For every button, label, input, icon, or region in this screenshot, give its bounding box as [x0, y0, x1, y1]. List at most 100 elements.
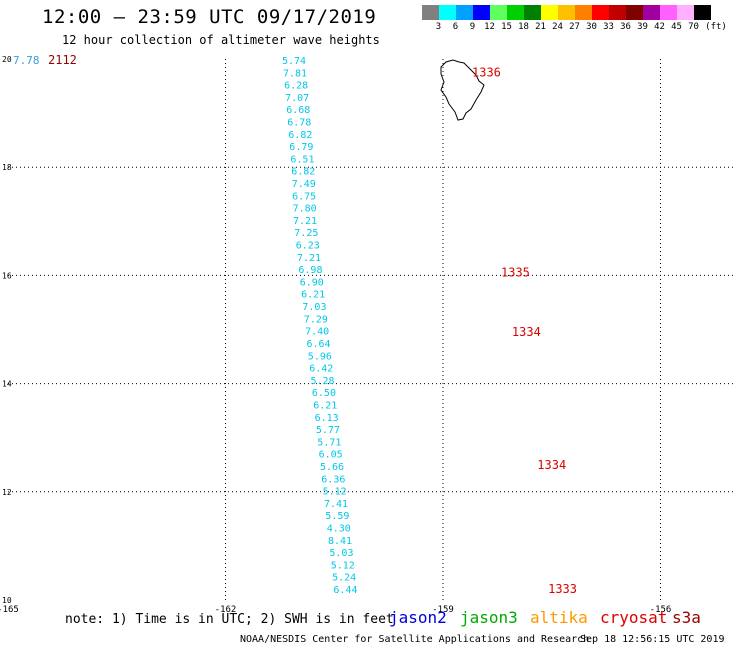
colorbar-swatch [439, 5, 456, 20]
lat-tick-label: 12 [2, 488, 12, 497]
generated-timestamp: Sep 18 12:56:15 UTC 2019 [580, 634, 725, 645]
colorbar-label: 36 [620, 22, 631, 32]
colorbar-swatch [473, 5, 490, 20]
colorbar-swatch [677, 5, 694, 20]
wave-height-value: 5.74 [282, 56, 306, 67]
hawaii-island-outline [440, 59, 485, 121]
colorbar-swatch [490, 5, 507, 20]
colorbar-label: 33 [603, 22, 614, 32]
wave-height-value: 6.05 [319, 450, 343, 461]
altimeter-track: 5.747.816.287.076.686.786.826.796.516.82… [282, 56, 357, 596]
lat-tick-label: 20 [2, 55, 12, 64]
wave-height-value: 6.44 [333, 585, 357, 596]
credit-line: NOAA/NESDIS Center for Satellite Applica… [240, 634, 590, 645]
wave-height-value: 6.64 [307, 339, 331, 350]
wave-height-value: 5.12 [331, 560, 355, 571]
colorbar-swatch [660, 5, 677, 20]
colorbar-swatch [541, 5, 558, 20]
wave-height-value: 6.98 [298, 265, 322, 276]
colorbar-label: 18 [518, 22, 529, 32]
wave-height-value: 6.42 [309, 364, 333, 375]
pass-time-labels: 1336 1335 1334 1334 1333 [472, 66, 577, 597]
colorbar-label: 27 [569, 22, 580, 32]
wave-height-value: 6.90 [300, 277, 324, 288]
wave-height-value: 5.12 [323, 487, 347, 498]
wave-height-value: 5.24 [332, 573, 356, 584]
lat-tick-label: 16 [2, 271, 12, 280]
wave-height-value: 8.41 [328, 536, 352, 547]
legend-entry-cryosat: cryosat [600, 608, 668, 627]
wave-height-value: 7.81 [283, 68, 307, 79]
colorbar-swatch [422, 5, 439, 20]
wave-height-value: 7.49 [292, 179, 316, 190]
wave-height-value: 5.71 [317, 437, 341, 448]
wave-height-value: 7.80 [293, 204, 317, 215]
page-title: 12:00 – 23:59 UTC 09/17/2019 [42, 6, 377, 28]
colorbar-swatch [558, 5, 575, 20]
wave-height-value: 6.23 [296, 241, 320, 252]
colorbar-swatch [592, 5, 609, 20]
legend-entry-jason2: jason2 [389, 608, 447, 627]
colorbar-swatch [626, 5, 643, 20]
colorbar-unit: (ft) [705, 22, 727, 32]
colorbar-label: 21 [535, 22, 546, 32]
wave-height-value: 6.82 [291, 167, 315, 178]
wave-height-value: 7.03 [302, 302, 326, 313]
legend-entry-s3a: s3a [672, 608, 701, 627]
colorbar-label: 15 [501, 22, 512, 32]
lat-tick-label: 14 [2, 380, 12, 389]
footnote: note: 1) Time is in UTC; 2) SWH is in fe… [65, 612, 394, 627]
corner-time-label: 2112 [48, 53, 77, 67]
wave-height-value: 7.21 [297, 253, 321, 264]
wave-height-value: 7.41 [324, 499, 348, 510]
axis-labels: -165-162-159-156-153-1501012141618207.78… [0, 53, 672, 615]
wave-height-value: 6.68 [286, 105, 310, 116]
colorbar-swatch [507, 5, 524, 20]
wave-height-value: 6.13 [315, 413, 339, 424]
wave-height-value: 5.66 [320, 462, 344, 473]
colorbar-label: 70 [688, 22, 699, 32]
lon-tick-label: -156 [650, 605, 672, 615]
lon-tick-label: -159 [432, 605, 454, 615]
map-grid [8, 59, 733, 600]
wave-height-value: 6.78 [287, 118, 311, 129]
colorbar-label: 39 [637, 22, 648, 32]
pass-time-label: 1333 [548, 582, 577, 596]
wave-height-value: 6.21 [301, 290, 325, 301]
wave-height-value: 7.21 [293, 216, 317, 227]
legend-entry-jason3: jason3 [460, 608, 518, 627]
lon-tick-label: -165 [0, 605, 19, 615]
colorbar-label: 3 [435, 22, 442, 32]
colorbar-swatch [575, 5, 592, 20]
wave-height-value: 6.79 [289, 142, 313, 153]
lon-tick-label: -162 [215, 605, 237, 615]
wave-height-value: 6.36 [321, 474, 345, 485]
pass-time-label: 1334 [537, 458, 566, 472]
pass-time-label: 1335 [501, 266, 530, 280]
colorbar-swatch [609, 5, 626, 20]
wave-height-value: 7.40 [305, 327, 329, 338]
colorbar-label: 42 [654, 22, 665, 32]
wave-height-value: 6.28 [284, 81, 308, 92]
wave-height-colorbar: 3 6 9 12 15 18 21 24 27 30 33 36 39 42 45 70 (ft) [422, 5, 730, 35]
coastline-path [440, 59, 485, 121]
lat-tick-label: 10 [2, 596, 12, 605]
wave-height-value: 6.50 [312, 388, 336, 399]
colorbar-swatch [456, 5, 473, 20]
colorbar-label: 6 [452, 22, 459, 32]
wave-height-value: 5.03 [329, 548, 353, 559]
pass-time-label: 1334 [512, 325, 541, 339]
wave-height-value: 5.28 [311, 376, 335, 387]
legend-entry-altika: altika [530, 608, 588, 627]
wave-height-value: 7.29 [304, 314, 328, 325]
wave-height-value: 7.25 [294, 228, 318, 239]
wave-height-value: 5.96 [308, 351, 332, 362]
colorbar-swatch [694, 5, 711, 20]
colorbar-label: 45 [671, 22, 682, 32]
pass-time-label: 1336 [472, 66, 501, 80]
wave-height-value: 4.30 [327, 524, 351, 535]
colorbar-label: 24 [552, 22, 563, 32]
colorbar-label: 30 [586, 22, 597, 32]
wave-height-value: 5.77 [316, 425, 340, 436]
